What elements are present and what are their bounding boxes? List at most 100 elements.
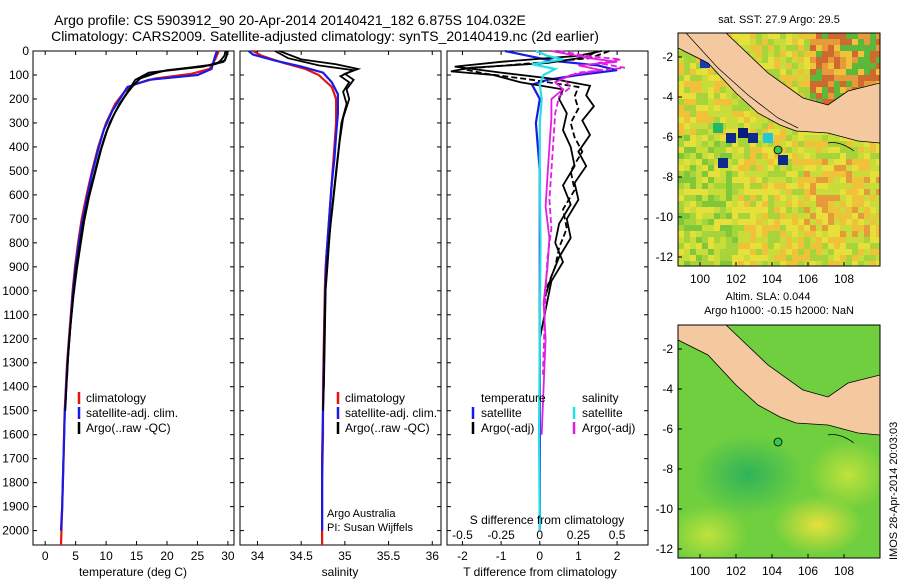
sst-cell (678, 81, 684, 87)
sst-cell (834, 225, 840, 231)
sst-cell (816, 219, 822, 225)
sst-cell (684, 225, 690, 231)
sst-cell (852, 213, 858, 219)
sst-cell (702, 93, 708, 99)
sst-cell (870, 147, 876, 153)
sst-cell (744, 117, 750, 123)
sst-cell (780, 165, 786, 171)
sst-cell (828, 57, 834, 63)
sst-cell (876, 261, 880, 266)
sst-cell (762, 141, 768, 147)
sst-cell (846, 33, 852, 39)
sst-cell (846, 195, 852, 201)
sst-cell (876, 213, 880, 219)
sst-cell (810, 57, 816, 63)
sst-cell (852, 243, 858, 249)
sst-cell (816, 255, 822, 261)
sst-cell (786, 183, 792, 189)
sst-cell (852, 33, 858, 39)
sst-cell (708, 69, 714, 75)
sst-cell (816, 141, 822, 147)
sst-cell (798, 75, 804, 81)
sst-cell (864, 237, 870, 243)
sst-cell (714, 117, 720, 123)
sst-cell (834, 39, 840, 45)
sst-cell (732, 129, 738, 135)
sst-cell (702, 81, 708, 87)
sst-cell (708, 75, 714, 81)
series-t-argo-1 (450, 50, 599, 339)
sst-cell (720, 195, 726, 201)
sst-cell (762, 255, 768, 261)
sst-cell (768, 165, 774, 171)
sst-cell (702, 243, 708, 249)
sst-cell (756, 225, 762, 231)
sst-cell (852, 261, 858, 266)
sst-cell (756, 153, 762, 159)
sst-cell (702, 255, 708, 261)
sst-cell (786, 57, 792, 63)
sst-cell (744, 183, 750, 189)
sst-cell (792, 177, 798, 183)
imos-credit: IMOS 28-Apr-2014 20:03:03 (888, 421, 900, 560)
sst-cell (816, 171, 822, 177)
sst-cell (702, 201, 708, 207)
sst-cell (714, 93, 720, 99)
legend-argo: Argo(..raw -QC) (86, 421, 171, 435)
sst-cell (828, 219, 834, 225)
sst-cell (720, 201, 726, 207)
sst-cell (876, 57, 880, 63)
sst-cell (780, 171, 786, 177)
sst-cell (804, 141, 810, 147)
sst-cell (690, 117, 696, 123)
sst-cell (780, 189, 786, 195)
y-tick-label: 900 (9, 260, 29, 274)
sst-cell (804, 219, 810, 225)
x-tick-label: 0 (536, 549, 543, 563)
sst-cell (870, 183, 876, 189)
sst-cell (696, 57, 702, 63)
sst-cell (756, 219, 762, 225)
legend-t-satellite: satellite (481, 406, 522, 420)
sst-cell (714, 159, 720, 165)
sst-cell (828, 39, 834, 45)
sst-cell (696, 189, 702, 195)
sst-cell (864, 255, 870, 261)
sst-cell (846, 219, 852, 225)
sst-cell (774, 255, 780, 261)
sst-cell (840, 225, 846, 231)
sst-cell (732, 171, 738, 177)
sst-cell (786, 231, 792, 237)
sst-cell (684, 189, 690, 195)
sst-cell (774, 243, 780, 249)
series-climatology (252, 50, 338, 545)
sst-cell (762, 171, 768, 177)
sst-cell (870, 231, 876, 237)
legend-s-satellite: satellite (582, 406, 623, 420)
sst-cell (720, 153, 726, 159)
sst-cell (696, 219, 702, 225)
sst-cell (864, 177, 870, 183)
sst-cell (702, 75, 708, 81)
sst-cell (696, 201, 702, 207)
sst-cell (768, 123, 774, 129)
sst-cell (714, 147, 720, 153)
series-t-satellite (504, 49, 618, 531)
sst-cell (714, 111, 720, 117)
sst-cell (798, 207, 804, 213)
sst-cell (828, 177, 834, 183)
sst-cell (786, 135, 792, 141)
sst-cell (714, 261, 720, 266)
sst-cell (864, 69, 870, 75)
sst-cell (750, 45, 756, 51)
sst-cell (768, 183, 774, 189)
sst-cell (822, 57, 828, 63)
sst-cell (792, 207, 798, 213)
sst-cell (678, 159, 684, 165)
sst-cell (780, 255, 786, 261)
sst-cell (858, 69, 864, 75)
sst-cell (684, 261, 690, 266)
map-x-tick-label: 108 (834, 272, 854, 286)
sst-cell (858, 255, 864, 261)
sst-cell (708, 129, 714, 135)
